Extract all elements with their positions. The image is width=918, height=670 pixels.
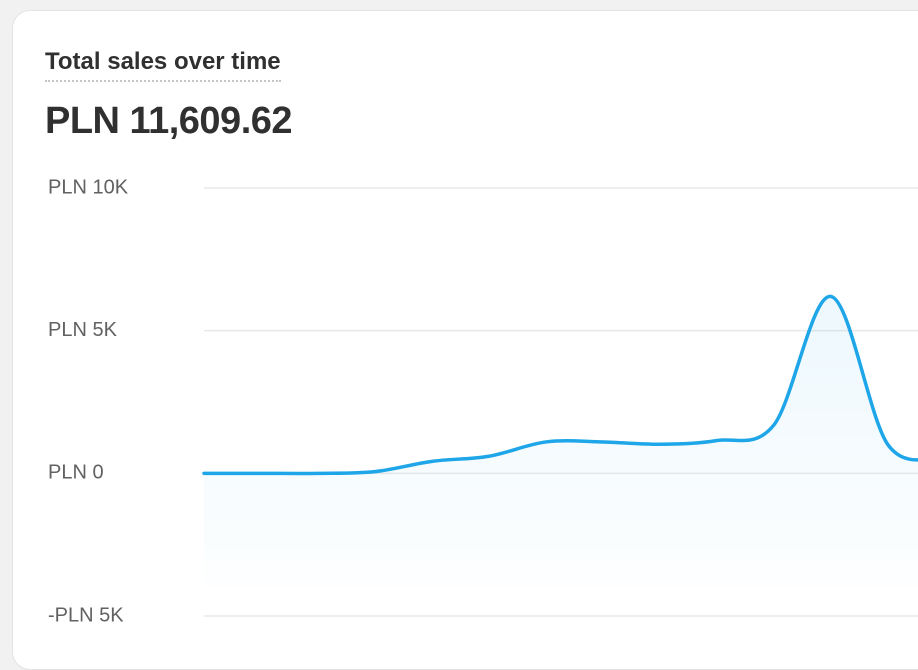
- y-tick-label: PLN 10K: [48, 176, 129, 198]
- chart: -PLN 5K PLN 0 PLN 5K PLN 10K: [48, 176, 918, 626]
- y-tick-label: PLN 0: [48, 462, 104, 484]
- line: [202, 294, 918, 476]
- page: {"chart_data": {"type": "line", "title":…: [12, 10, 918, 670]
- chart-title[interactable]: Total sales over time: [45, 48, 281, 82]
- y-tick-label: -PLN 5K: [48, 604, 124, 626]
- total-value: PLN 11,609.62: [45, 100, 293, 142]
- y-tick-label: PLN 5K: [48, 319, 118, 341]
